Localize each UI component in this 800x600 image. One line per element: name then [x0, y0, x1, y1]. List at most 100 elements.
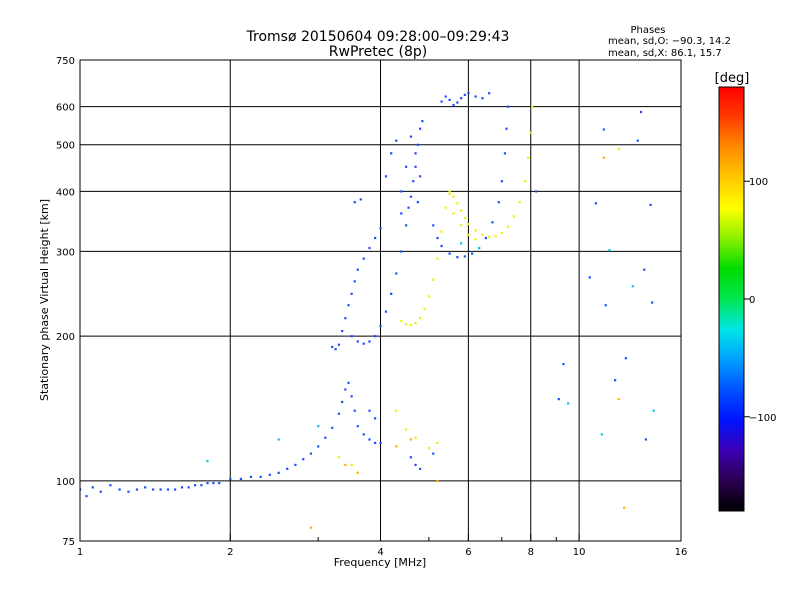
data-point [405, 322, 408, 326]
data-point [494, 234, 497, 238]
data-point [416, 143, 419, 146]
data-point [594, 202, 598, 205]
data-point [652, 409, 655, 412]
x-axis-ticks: 1 2 4 6 8 10 16 [77, 534, 687, 558]
data-point [368, 246, 371, 250]
data-point [180, 486, 184, 489]
data-point [337, 456, 341, 459]
data-point [436, 441, 439, 445]
data-point [474, 229, 477, 232]
data-point [432, 452, 435, 455]
data-point [356, 268, 359, 271]
data-point [444, 206, 447, 209]
data-point [286, 467, 289, 470]
data-point [374, 441, 377, 445]
data-point [602, 128, 605, 131]
data-point [166, 488, 170, 491]
data-point [463, 255, 466, 258]
data-point [474, 95, 477, 98]
colorbar-ticks: 100 0 −100 [744, 177, 776, 424]
data-point [617, 398, 620, 401]
colorbar-tick-label: 0 [749, 295, 755, 306]
x-axis-label: Frequency [MHz] [334, 556, 426, 569]
data-point [302, 458, 305, 461]
data-point [350, 463, 353, 467]
data-point [317, 445, 320, 448]
data-point [85, 495, 88, 498]
data-point [356, 340, 359, 343]
x-tick-label: 6 [465, 547, 471, 558]
data-point [427, 447, 431, 450]
data-point [535, 190, 538, 193]
data-point [194, 484, 197, 487]
data-point [624, 357, 627, 360]
data-point [259, 475, 262, 478]
data-point [268, 473, 271, 476]
data-point [277, 471, 280, 474]
data-point [187, 486, 190, 489]
data-point [379, 324, 382, 328]
data-point [353, 201, 356, 204]
data-point [448, 98, 451, 101]
data-point [309, 526, 312, 529]
data-point [159, 488, 162, 491]
data-point [529, 131, 532, 134]
data-points [80, 92, 655, 529]
data-point [460, 224, 463, 227]
data-point [200, 484, 203, 487]
data-point [456, 202, 459, 205]
data-point [512, 215, 516, 218]
data-point [405, 224, 408, 227]
x-tick-label: 10 [573, 547, 586, 558]
colorbar-gradient [718, 86, 745, 512]
data-point [463, 217, 466, 220]
data-point [474, 238, 477, 241]
data-point [395, 445, 398, 448]
data-point [491, 221, 494, 224]
data-point [531, 105, 534, 108]
colorbar-label: [deg] [715, 71, 750, 86]
data-point [350, 292, 353, 295]
data-point [341, 329, 344, 333]
data-point [448, 192, 451, 196]
data-point [604, 304, 607, 307]
data-point [395, 139, 398, 142]
data-point [249, 475, 253, 478]
data-point [356, 471, 359, 474]
data-point [467, 92, 470, 95]
data-point [427, 295, 431, 298]
data-point [359, 198, 362, 201]
data-point [481, 233, 484, 236]
data-point [436, 257, 439, 260]
data-point [600, 433, 603, 436]
data-point [440, 230, 443, 233]
data-point [395, 272, 398, 275]
data-point [400, 212, 403, 215]
data-point [617, 147, 620, 151]
data-point [400, 320, 403, 323]
data-point [488, 235, 491, 238]
y-axis-ticks: 75 100 200 300 400 500 600 750 [56, 56, 75, 548]
colorbar: [deg] 100 0 −100 [715, 71, 776, 512]
y-tick-label: 750 [56, 56, 75, 67]
data-point [651, 301, 654, 304]
data-point [368, 409, 371, 412]
data-point [347, 381, 350, 384]
data-point [506, 225, 510, 228]
data-point [436, 479, 439, 483]
data-point [416, 201, 419, 204]
data-point [395, 409, 398, 412]
data-point [448, 252, 451, 255]
data-point [448, 190, 451, 193]
data-point [80, 488, 82, 491]
data-point [440, 244, 443, 248]
data-point [419, 127, 422, 130]
data-point [239, 477, 243, 481]
data-point [467, 233, 470, 236]
data-point [481, 97, 484, 100]
colorbar-tick-label: −100 [749, 413, 776, 424]
y-tick-label: 200 [56, 332, 75, 343]
data-point [562, 363, 565, 366]
data-point [337, 343, 341, 346]
